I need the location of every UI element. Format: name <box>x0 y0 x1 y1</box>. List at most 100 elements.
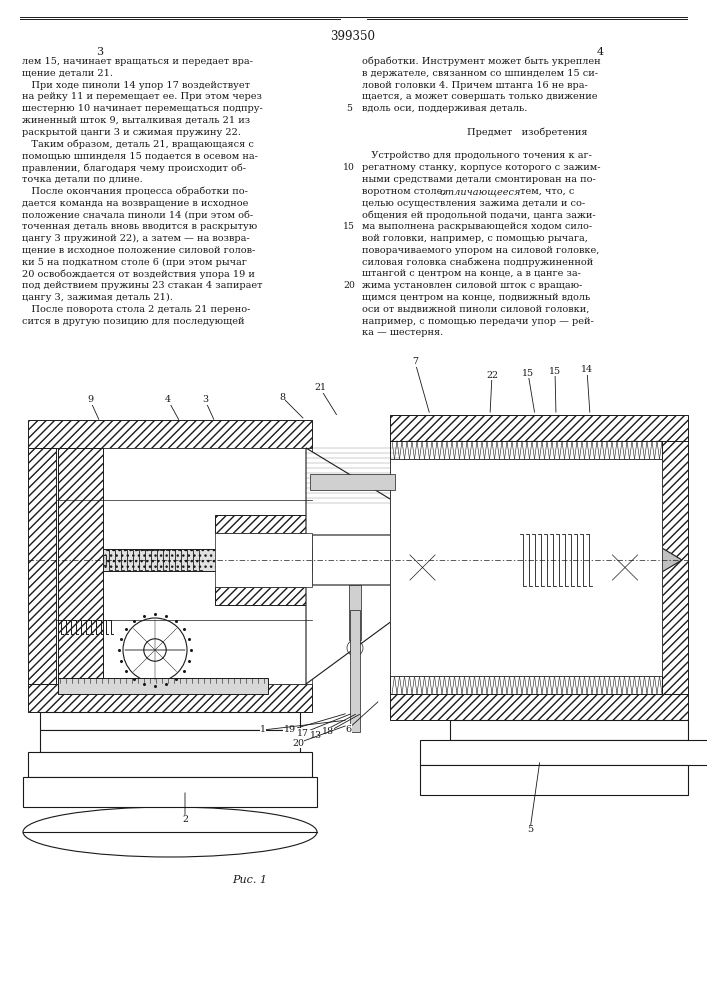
Polygon shape <box>306 448 400 535</box>
Text: 399350: 399350 <box>330 30 375 43</box>
Bar <box>28 448 56 684</box>
Text: лем 15, начинает вращаться и передает вра-: лем 15, начинает вращаться и передает вр… <box>22 57 253 66</box>
Text: цангу 3 пружиной 22), а затем — на возвра-: цангу 3 пружиной 22), а затем — на возвр… <box>22 234 250 243</box>
Text: 13: 13 <box>310 730 322 740</box>
Bar <box>390 415 688 441</box>
Circle shape <box>123 618 187 682</box>
Text: 9: 9 <box>87 395 93 404</box>
Text: 5: 5 <box>346 104 352 113</box>
Bar <box>58 448 103 684</box>
Bar <box>215 533 312 587</box>
Text: раскрытой цанги 3 и сжимая пружину 22.: раскрытой цанги 3 и сжимая пружину 22. <box>22 128 241 137</box>
Bar <box>40 712 300 730</box>
Text: 7: 7 <box>412 358 418 366</box>
Text: 4: 4 <box>597 47 604 57</box>
Bar <box>420 765 688 795</box>
Bar <box>390 459 455 676</box>
Text: ка — шестерня.: ка — шестерня. <box>362 328 443 337</box>
Text: 4: 4 <box>165 395 171 404</box>
Bar <box>58 678 268 694</box>
Text: После окончания процесса обработки по-: После окончания процесса обработки по- <box>22 187 248 196</box>
Text: щается, а может совершать только движение: щается, а может совершать только движени… <box>362 92 597 101</box>
Text: оси от выдвижной пиноли силовой головки,: оси от выдвижной пиноли силовой головки, <box>362 305 590 314</box>
Text: Рис. 1: Рис. 1 <box>233 875 267 885</box>
Bar <box>40 730 300 752</box>
Text: Устройство для продольного точения к аг-: Устройство для продольного точения к аг- <box>362 151 592 160</box>
Text: вой головки, например, с помощью рычага,: вой головки, например, с помощью рычага, <box>362 234 588 243</box>
Text: обработки. Инструмент может быть укреплен: обработки. Инструмент может быть укрепле… <box>362 57 601 66</box>
Bar <box>390 459 662 676</box>
Text: 1: 1 <box>260 726 266 734</box>
Bar <box>590 459 660 676</box>
Text: щение детали 21.: щение детали 21. <box>22 69 113 78</box>
Text: 22: 22 <box>486 370 498 379</box>
Text: в держателе, связанном со шпинделем 15 си-: в держателе, связанном со шпинделем 15 с… <box>362 69 598 78</box>
Text: общения ей продольной подачи, цанга зажи-: общения ей продольной подачи, цанга зажи… <box>362 210 595 220</box>
Bar <box>350 610 360 732</box>
Bar <box>390 694 688 720</box>
Text: 20 освобождается от воздействия упора 19 и: 20 освобождается от воздействия упора 19… <box>22 269 255 279</box>
Text: щение в исходное положение силовой голов-: щение в исходное положение силовой голов… <box>22 246 255 255</box>
Text: 15: 15 <box>549 366 561 375</box>
Text: жиненный шток 9, выталкивая деталь 21 из: жиненный шток 9, выталкивая деталь 21 из <box>22 116 250 125</box>
Text: При ходе пиноли 14 упор 17 воздействует: При ходе пиноли 14 упор 17 воздействует <box>22 81 250 90</box>
Text: 20: 20 <box>292 738 304 748</box>
Text: 5: 5 <box>527 826 533 834</box>
Text: шестерню 10 начинает перемещаться подпру-: шестерню 10 начинает перемещаться подпру… <box>22 104 263 113</box>
Bar <box>450 720 688 740</box>
Text: ловой головки 4. Причем штанга 16 не вра-: ловой головки 4. Причем штанга 16 не вра… <box>362 81 588 90</box>
Bar <box>28 752 312 777</box>
Text: 8: 8 <box>279 392 285 401</box>
Text: на рейку 11 и перемещает ее. При этом через: на рейку 11 и перемещает ее. При этом че… <box>22 92 262 101</box>
Text: ма выполнена раскрывающейся ходом сило-: ма выполнена раскрывающейся ходом сило- <box>362 222 592 231</box>
Bar <box>310 474 395 490</box>
Text: Предмет   изобретения: Предмет изобретения <box>467 128 588 137</box>
Bar <box>215 515 312 533</box>
Text: 18: 18 <box>322 728 334 736</box>
Text: 15: 15 <box>343 222 355 231</box>
Text: положение сначала пиноли 14 (при этом об-: положение сначала пиноли 14 (при этом об… <box>22 210 253 220</box>
Text: дается команда на возвращение в исходное: дается команда на возвращение в исходное <box>22 199 248 208</box>
Text: регатному станку, корпусе которого с зажим-: регатному станку, корпусе которого с заж… <box>362 163 600 172</box>
Bar <box>662 441 688 694</box>
Text: 6: 6 <box>345 724 351 734</box>
Polygon shape <box>662 548 682 572</box>
Text: помощью шпинделя 15 подается в осевом на-: помощью шпинделя 15 подается в осевом на… <box>22 151 258 160</box>
Bar <box>349 585 361 640</box>
Text: 19: 19 <box>284 726 296 734</box>
Text: цангу 3, зажимая деталь 21).: цангу 3, зажимая деталь 21). <box>22 293 173 302</box>
Text: жима установлен силовой шток с вращаю-: жима установлен силовой шток с вращаю- <box>362 281 583 290</box>
Text: 21: 21 <box>314 383 326 392</box>
Text: 3: 3 <box>96 47 103 57</box>
Text: отличающееся: отличающееся <box>440 187 522 196</box>
Text: точка детали по длине.: точка детали по длине. <box>22 175 143 184</box>
Bar <box>390 676 662 694</box>
Text: штангой с центром на конце, а в цанге за-: штангой с центром на конце, а в цанге за… <box>362 269 581 278</box>
Text: вдоль оси, поддерживая деталь.: вдоль оси, поддерживая деталь. <box>362 104 527 113</box>
Text: 2: 2 <box>182 816 188 824</box>
Text: точенная деталь вновь вводится в раскрытую: точенная деталь вновь вводится в раскрыт… <box>22 222 257 231</box>
Text: 10: 10 <box>343 163 355 172</box>
Text: Таким образом, деталь 21, вращающаяся с: Таким образом, деталь 21, вращающаяся с <box>22 140 254 149</box>
Bar <box>23 777 317 807</box>
Bar <box>56 448 312 684</box>
Bar <box>420 740 707 765</box>
Bar <box>28 684 312 712</box>
Text: правлении, благодаря чему происходит об-: правлении, благодаря чему происходит об- <box>22 163 246 173</box>
Text: воротном столе,: воротном столе, <box>362 187 449 196</box>
Text: под действием пружины 23 стакан 4 запирает: под действием пружины 23 стакан 4 запира… <box>22 281 262 290</box>
Text: 15: 15 <box>522 368 534 377</box>
Text: тем, что, с: тем, что, с <box>517 187 574 196</box>
Text: 20: 20 <box>343 281 355 290</box>
Text: сится в другую позицию для последующей: сится в другую позицию для последующей <box>22 317 245 326</box>
Text: силовая головка снабжена подпружиненной: силовая головка снабжена подпружиненной <box>362 258 593 267</box>
Text: 14: 14 <box>581 365 593 374</box>
Text: например, с помощью передачи упор — рей-: например, с помощью передачи упор — рей- <box>362 317 594 326</box>
Text: целью осуществления зажима детали и со-: целью осуществления зажима детали и со- <box>362 199 585 208</box>
Text: ными средствами детали смонтирован на по-: ными средствами детали смонтирован на по… <box>362 175 596 184</box>
Text: 17: 17 <box>297 728 309 738</box>
Text: 3: 3 <box>202 395 208 404</box>
Text: ки 5 на подкатном столе 6 (при этом рычаг: ки 5 на подкатном столе 6 (при этом рыча… <box>22 258 247 267</box>
Text: После поворота стола 2 деталь 21 перено-: После поворота стола 2 деталь 21 перено- <box>22 305 250 314</box>
Bar <box>103 555 106 565</box>
